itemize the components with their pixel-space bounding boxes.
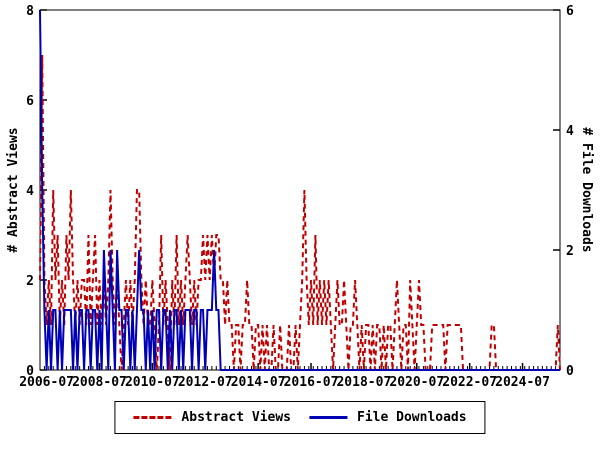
x-tick-label: 2008-07	[72, 375, 127, 390]
left-y-tick-label: 6	[26, 94, 34, 109]
right-y-tick-label: 2	[566, 244, 574, 259]
legend: Abstract Views File Downloads	[114, 401, 486, 434]
left-y-tick-label: 0	[26, 364, 34, 379]
left-axis-title-text: # Abstract Views	[6, 127, 21, 253]
x-tick-label: 2014-07	[231, 375, 286, 390]
x-tick-label: 2018-07	[336, 375, 391, 390]
left-y-tick-label: 4	[26, 184, 34, 199]
right-y-tick-label: 6	[566, 4, 574, 19]
x-tick-label: 2010-07	[125, 375, 180, 390]
left-axis-title: # Abstract Views	[6, 65, 21, 252]
legend-entry-file-downloads: File Downloads	[309, 410, 467, 425]
legend-label-file-downloads: File Downloads	[357, 410, 467, 425]
x-tick-label: 2006-07	[19, 375, 74, 390]
legend-label-abstract-views: Abstract Views	[181, 410, 291, 425]
series-line-file-downloads	[39, 9, 560, 371]
x-tick-label: 2012-07	[178, 375, 233, 390]
dashed-line-sample-icon	[133, 416, 172, 419]
legend-entry-abstract-views: Abstract Views	[133, 410, 291, 425]
x-tick-label: 2022-07	[442, 375, 497, 390]
right-axis-title-text: # File Downloads	[579, 127, 594, 253]
x-tick-label: 2020-07	[389, 375, 444, 390]
right-y-tick-label: 0	[566, 364, 574, 379]
left-y-tick-label: 8	[26, 4, 34, 19]
right-y-tick-label: 4	[566, 124, 574, 139]
solid-line-sample-icon	[309, 416, 347, 419]
left-y-tick-label: 2	[26, 274, 34, 289]
series-line-abstract-views	[39, 54, 561, 371]
right-axis-title: # File Downloads	[579, 127, 594, 315]
x-tick-label: 2016-07	[284, 375, 339, 390]
x-tick-label: 2024-07	[495, 375, 550, 390]
